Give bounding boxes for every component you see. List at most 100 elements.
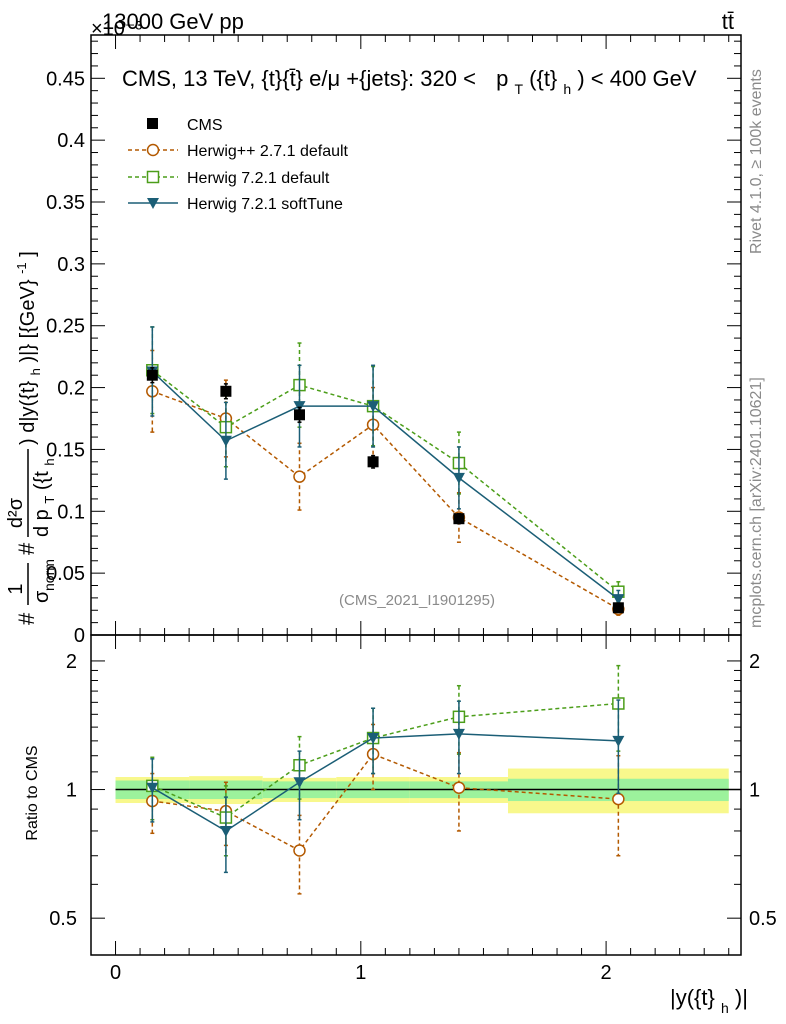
ylabel-close: ] bbox=[17, 251, 39, 257]
x-tick-label: 1 bbox=[355, 962, 366, 984]
ratio-frame bbox=[90, 634, 742, 956]
ratio-point-herwig-2-7-1-default bbox=[612, 792, 625, 806]
x-tick-label: 0 bbox=[110, 962, 121, 984]
legend-entry-cms: CMS bbox=[147, 117, 223, 134]
x-axis-label: |y({t} h )| bbox=[670, 985, 748, 1018]
xlabel-main: |y({t} bbox=[670, 985, 715, 1010]
main-plot-marks bbox=[146, 326, 625, 616]
main-point-herwig-7-2-1-softtune bbox=[452, 472, 465, 484]
plot-title-tail: ) < 400 GeV bbox=[577, 66, 697, 91]
legend-herwigpp-marker bbox=[146, 143, 160, 157]
ylabel-dpt-arg: ({t bbox=[31, 471, 53, 490]
ylabel-tail-sub: h bbox=[28, 368, 43, 375]
legend-entry-herwig7-default: Herwig 7.2.1 default bbox=[128, 170, 330, 187]
main-point-cms bbox=[612, 602, 624, 614]
ratio-y-tick-label-left: 0.5 bbox=[49, 908, 77, 930]
ratio-y-tick-label-right: 2 bbox=[749, 651, 760, 673]
ylabel-dpt-argsub: h bbox=[42, 458, 57, 465]
ylabel-norm: norm bbox=[41, 559, 57, 591]
main-point-herwig-7-2-1-softtune bbox=[367, 401, 380, 413]
ylabel-tail-end: )|} [{GeV} bbox=[17, 279, 39, 362]
ratio-y-tick-label-left: 1 bbox=[66, 780, 77, 802]
ylabel-exp: -1 bbox=[14, 262, 29, 274]
main-y-tick-label: 0.1 bbox=[57, 501, 85, 523]
plot-title-arg: ({t} bbox=[529, 66, 557, 91]
ratio-y-axis-label: Ratio to CMS bbox=[24, 745, 41, 840]
legend-herwig7-default-marker bbox=[146, 170, 160, 184]
main-line-herwig-7-2-1-default bbox=[151, 369, 619, 593]
legend-cms-label: CMS bbox=[187, 117, 223, 134]
ylabel-sigma: σ bbox=[31, 590, 53, 603]
ratio-point-herwig-7-2-1-softtune bbox=[293, 777, 306, 789]
main-y-tick-label: 0.2 bbox=[57, 378, 85, 400]
plot-title: CMS, 13 TeV, {t}{t̄} e/μ +{jets}: 320 < … bbox=[122, 66, 697, 99]
main-point-cms bbox=[293, 409, 305, 421]
main-point-herwig-2-7-1-default bbox=[293, 470, 306, 483]
ylabel-denominator: d p T ({t h bbox=[31, 458, 59, 537]
ratio-panel: 0.5 0.5 1 1 2 2 0 1 2 Ratio to CMS |y({t} h )| bbox=[24, 634, 777, 1018]
plot-title-main: CMS, 13 TeV, {t}{t̄} e/μ +{jets}: 320 < bbox=[122, 66, 476, 91]
plot-title-sub-t: T bbox=[514, 81, 523, 97]
ratio-point-herwig-7-2-1-softtune bbox=[612, 735, 625, 747]
rivet-label: Rivet 4.1.0, ≥ 100k events bbox=[748, 69, 765, 254]
main-y-tick-label: 0.15 bbox=[46, 439, 85, 461]
main-point-cms bbox=[453, 513, 465, 525]
main-point-herwig-7-2-1-softtune bbox=[219, 435, 232, 447]
main-point-herwig-7-2-1-softtune bbox=[612, 594, 625, 606]
ratio-point-herwig-7-2-1-softtune bbox=[219, 825, 232, 837]
ratio-line-herwig-2-7-1-default bbox=[152, 753, 619, 852]
ylabel-dpt-sub: T bbox=[42, 496, 57, 504]
ylabel-tail: ) d|y({t} h )|} [{GeV} -1 ] bbox=[9, 251, 45, 445]
xlabel-end: )| bbox=[735, 985, 748, 1010]
main-y-axis-label: # 1 σ norm # d²σ d p T ({t h ) d|y({t} h… bbox=[5, 251, 59, 625]
x-tick-label: 2 bbox=[601, 962, 612, 984]
main-line-herwig-2-7-1-default bbox=[152, 390, 619, 610]
xlabel-sub: h bbox=[721, 1000, 729, 1016]
ylabel-hash-1: # bbox=[14, 612, 39, 625]
main-y-tick-label: 0.45 bbox=[46, 68, 85, 90]
main-line-herwig-7-2-1-softtune bbox=[151, 370, 619, 600]
legend-herwigpp-label: Herwig++ 2.7.1 default bbox=[187, 143, 349, 160]
ratio-y-tick-label-left: 2 bbox=[66, 651, 77, 673]
legend-herwig7-softtune-marker bbox=[147, 198, 159, 209]
ylabel-d2sigma: d²σ bbox=[5, 497, 27, 528]
exponent-label: ×10⁻³ bbox=[91, 18, 142, 40]
main-y-tick-label: 0.4 bbox=[57, 130, 85, 152]
ratio-plot-marks bbox=[146, 664, 625, 895]
legend-entry-herwig7-softtune: Herwig 7.2.1 softTune bbox=[128, 196, 343, 213]
ylabel-dpt: d p bbox=[31, 509, 53, 537]
ratio-point-herwig-7-2-1-softtune bbox=[367, 733, 380, 745]
legend-cms-marker bbox=[147, 118, 158, 129]
plot-title-sub-h: h bbox=[563, 81, 571, 97]
main-axis-ticks: 0 0.05 0.1 0.15 0.2 0.25 0.3 0.35 0.4 0.45 bbox=[46, 35, 741, 647]
ratio-line-herwig-7-2-1-default bbox=[152, 702, 619, 819]
legend: CMS Herwig++ 2.7.1 default Herwig 7.2.1 … bbox=[128, 117, 349, 213]
ratio-axis-ticks: 0.5 0.5 1 1 2 2 0 1 2 bbox=[49, 635, 777, 984]
ratio-y-tick-label-right: 1 bbox=[749, 780, 760, 802]
ratio-point-herwig-7-2-1-softtune bbox=[146, 782, 159, 794]
main-y-tick-label: 0.05 bbox=[46, 563, 85, 585]
main-panel: 0 0.05 0.1 0.15 0.2 0.25 0.3 0.35 0.4 0.45 CMS, 1… bbox=[5, 34, 742, 647]
main-y-tick-label: 0.35 bbox=[46, 192, 85, 214]
ratio-point-herwig-2-7-1-default bbox=[293, 844, 306, 857]
main-y-tick-label: 0.3 bbox=[57, 254, 85, 276]
process-label: tt̄ bbox=[722, 9, 734, 34]
main-point-cms bbox=[367, 456, 379, 468]
legend-herwig7-softtune-label: Herwig 7.2.1 softTune bbox=[187, 196, 343, 213]
plot-title-pt: p bbox=[496, 66, 508, 91]
mcplots-label: mcplots.cern.ch [arXiv:2401.10621] bbox=[748, 377, 765, 628]
ratio-point-herwig-7-2-1-softtune bbox=[452, 728, 465, 740]
main-point-cms bbox=[146, 369, 158, 381]
main-point-cms bbox=[220, 385, 232, 397]
ylabel-one: 1 bbox=[5, 583, 27, 594]
watermark: (CMS_2021_I1901295) bbox=[339, 592, 495, 609]
ratio-y-tick-label-right: 0.5 bbox=[749, 908, 777, 930]
ylabel-hash-2: # bbox=[14, 542, 39, 555]
legend-herwig7-default-label: Herwig 7.2.1 default bbox=[187, 170, 330, 187]
ratio-line-herwig-7-2-1-softtune bbox=[151, 733, 619, 832]
main-y-tick-label: 0 bbox=[74, 625, 85, 647]
legend-entry-herwigpp: Herwig++ 2.7.1 default bbox=[128, 143, 349, 160]
ratio-point-herwig-2-7-1-default bbox=[452, 781, 466, 794]
main-y-tick-label: 0.25 bbox=[46, 316, 85, 338]
